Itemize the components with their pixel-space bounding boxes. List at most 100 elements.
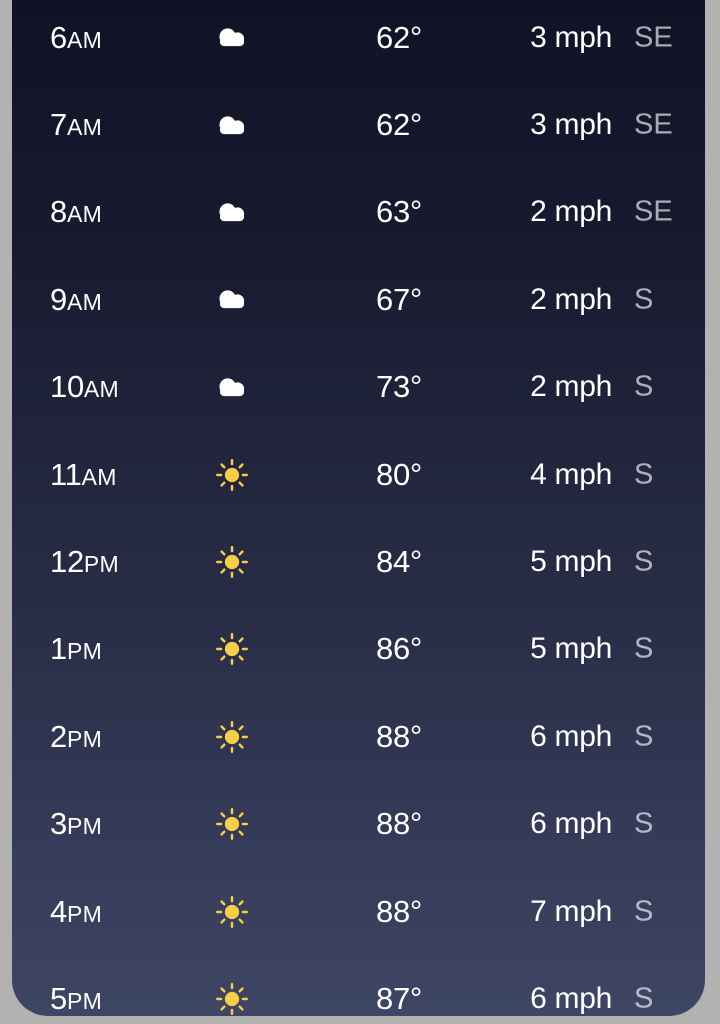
wind-direction-value: S [634,895,654,928]
wind-speed-value: 2 mph [530,195,612,229]
temperature-value: 62° [376,19,422,55]
hour-label: 9AM [50,282,102,318]
condition-icon-slot [210,190,254,234]
temperature-value: 88° [376,718,422,754]
hourly-forecast-list: 6AM [12,0,705,1016]
hour-label: 5PM [50,981,102,1016]
hour-number: 7 [50,107,67,143]
wind-direction-value: S [634,458,654,491]
hour-number: 4 [50,893,67,929]
wind-direction-value: S [634,807,654,840]
condition-icon-slot [210,627,254,671]
hourly-forecast-row: 7AM [12,81,705,168]
condition-icon-slot [210,365,254,409]
hourly-forecast-row: 11AM [12,431,705,518]
condition-icon-slot [210,715,254,759]
condition-icon-slot [210,453,254,497]
hour-meridiem: PM [66,987,103,1014]
hour-number: 12 [50,544,84,580]
hour-label: 11AM [50,457,117,493]
sun-icon [216,458,248,491]
sun-icon [216,983,248,1015]
temperature-value: 80° [376,456,422,492]
hour-number: 5 [50,980,67,1016]
sun-icon [216,895,248,928]
hourly-forecast-row: 9AM [12,256,705,343]
hourly-forecast-row: 10AM [12,344,705,431]
condition-icon-slot [210,103,254,147]
temperature-value: 62° [376,107,422,143]
sun-icon [216,546,248,578]
condition-icon-slot [210,16,254,60]
wind-direction-value: S [634,982,654,1015]
hour-meridiem: PM [66,813,103,840]
wind-speed-value: 7 mph [530,894,612,928]
hour-label: 8AM [50,194,102,230]
temperature-value: 87° [376,980,422,1016]
cloud-icon [219,203,245,222]
condition-icon-slot [210,540,254,584]
hour-label: 6AM [50,20,102,56]
temperature-value: 88° [376,806,422,842]
condition-icon-slot [210,802,254,846]
hour-meridiem: AM [66,288,103,315]
hour-label: 7AM [50,107,102,143]
hour-label: 12PM [50,544,119,580]
hour-meridiem: AM [66,26,103,53]
wind-speed-value: 6 mph [530,719,612,753]
wind-speed-value: 6 mph [530,981,612,1015]
hour-meridiem: PM [66,638,103,665]
hourly-forecast-row: 6AM [12,0,705,81]
temperature-value: 86° [376,631,422,667]
wind-direction-value: S [634,720,654,753]
hour-label: 10AM [50,369,119,405]
hour-meridiem: AM [66,201,103,228]
hour-label: 4PM [50,894,102,930]
wind-direction-value: SE [634,21,673,54]
temperature-value: 84° [376,544,422,580]
wind-direction-value: S [634,545,654,578]
hourly-forecast-row: 3PM [12,781,705,868]
hour-meridiem: PM [83,551,119,578]
wind-speed-value: 3 mph [530,108,612,142]
hourly-forecast-row: 8AM [12,169,705,256]
hour-number: 1 [50,631,67,667]
temperature-value: 73° [376,369,422,405]
hour-number: 10 [50,369,84,405]
wind-direction-value: SE [634,195,673,228]
wind-speed-value: 4 mph [530,457,612,491]
wind-speed-value: 6 mph [530,807,612,841]
cloud-icon [219,290,245,309]
hourly-forecast-panel[interactable]: 6AM [12,0,705,1016]
wind-speed-value: 3 mph [530,20,612,54]
condition-icon-slot [210,890,254,934]
cloud-icon [219,116,245,134]
hour-meridiem: AM [66,114,103,141]
condition-icon-slot [210,278,254,322]
hour-label: 1PM [50,631,102,667]
hour-number: 9 [50,281,67,317]
temperature-value: 63° [376,194,422,230]
hourly-forecast-row: 2PM [12,693,705,780]
hour-number: 3 [50,806,67,842]
hour-number: 8 [50,194,67,230]
hourly-forecast-row: 12PM [12,518,705,605]
hour-number: 2 [50,718,67,754]
cloud-icon [219,378,245,396]
hour-label: 2PM [50,719,102,755]
wind-direction-value: S [634,283,654,316]
wind-speed-value: 2 mph [530,282,612,316]
hour-meridiem: PM [66,900,103,927]
temperature-value: 67° [376,281,422,317]
temperature-value: 88° [376,893,422,929]
wind-direction-value: S [634,370,654,403]
hour-label: 3PM [50,806,102,842]
wind-speed-value: 5 mph [530,545,612,579]
hourly-forecast-row: 1PM [12,606,705,693]
sun-icon [216,808,248,841]
sun-icon [216,720,248,753]
sun-icon [216,633,248,666]
condition-icon-slot [210,977,254,1016]
cloud-icon [219,28,245,47]
